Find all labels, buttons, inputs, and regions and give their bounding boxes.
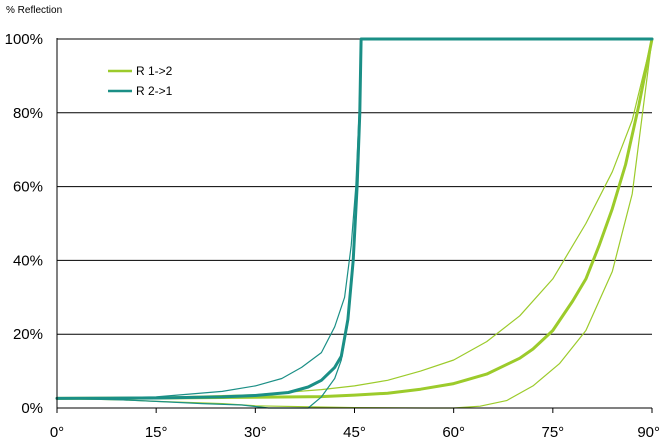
x-tick-label: 30° [244, 424, 267, 441]
legend: R 1->2 R 2->1 [108, 64, 173, 98]
y-tick-label: 60% [13, 179, 43, 196]
x-tick-label: 0° [50, 424, 64, 441]
y-tick-label: 80% [13, 105, 43, 122]
y-tick-label: 20% [13, 326, 43, 343]
series-line-6 [56, 38, 362, 409]
x-tick-label: 60° [442, 424, 465, 441]
x-tick-labels: 0° 15° 30° 45° 60° 75° 90° [50, 424, 660, 441]
plot-area [55, 37, 654, 409]
y-tick-label: 100% [5, 31, 43, 48]
x-tick-label: 45° [343, 424, 366, 441]
series-line-5 [56, 38, 653, 399]
y-tick-labels: 0% 20% 40% 60% 80% 100% [5, 31, 43, 417]
grid [57, 38, 652, 335]
x-tick-label: 15° [145, 424, 168, 441]
y-tick-label: 0% [21, 400, 43, 417]
y-tick-label: 40% [13, 252, 43, 269]
legend-label: R 1->2 [136, 64, 173, 78]
y-axis-title: % Reflection [6, 5, 62, 16]
axes [56, 38, 653, 413]
legend-label: R 2->1 [136, 84, 173, 98]
x-tick-label: 75° [541, 424, 564, 441]
x-tick-label: 90° [637, 424, 660, 441]
